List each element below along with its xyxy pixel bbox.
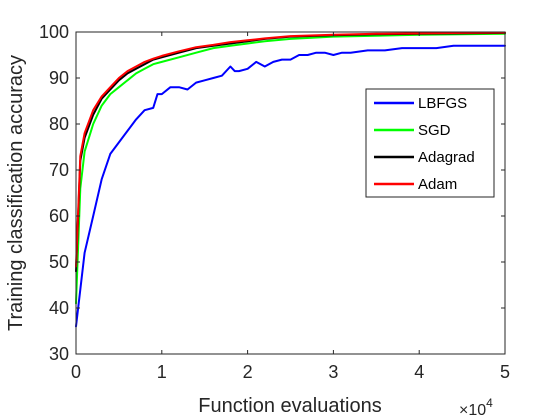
x-tick-label-1: 1 <box>157 362 167 382</box>
y-tick-label-5: 80 <box>49 114 69 134</box>
x-axis-label: Function evaluations <box>198 395 381 417</box>
series-line-adam <box>75 31 506 268</box>
series-line-lbfgs <box>75 44 506 328</box>
x-axis-multiplier: ×104 <box>459 396 493 419</box>
ticks-layer: 0 1 2 3 4 5 30 40 50 60 70 80 90 100 <box>39 22 510 382</box>
y-tick-label-2: 50 <box>49 252 69 272</box>
x-axis-multiplier-base: ×10 <box>459 402 486 419</box>
y-tick-label-4: 70 <box>49 160 69 180</box>
legend-items: LBFGS SGD Adagrad Adam <box>374 95 475 193</box>
series-line-sgd <box>75 32 506 305</box>
x-tick-label-0: 0 <box>71 362 81 382</box>
x-tick-label-4: 4 <box>414 362 424 382</box>
x-tick-label-5: 5 <box>500 362 510 382</box>
plot-frame <box>75 31 506 355</box>
legend-label-adam: Adam <box>418 176 457 193</box>
x-tick-label-2: 2 <box>243 362 253 382</box>
legend-label-sgd: SGD <box>418 122 451 139</box>
legend-box <box>365 88 495 198</box>
y-axis-label: Training classification accuracy <box>5 55 27 331</box>
legend-label-adagrad: Adagrad <box>418 149 475 166</box>
series-layer <box>75 31 506 328</box>
y-tick-label-7: 100 <box>39 22 69 42</box>
x-tick-label-3: 3 <box>328 362 338 382</box>
y-tick-label-6: 90 <box>49 68 69 88</box>
y-tick-label-1: 40 <box>49 298 69 318</box>
legend-label-lbfgs: LBFGS <box>418 95 467 112</box>
y-tick-label-3: 60 <box>49 206 69 226</box>
y-tick-label-0: 30 <box>49 344 69 364</box>
legend: LBFGS SGD Adagrad Adam <box>365 88 495 198</box>
x-axis-multiplier-exponent: 4 <box>486 396 493 410</box>
